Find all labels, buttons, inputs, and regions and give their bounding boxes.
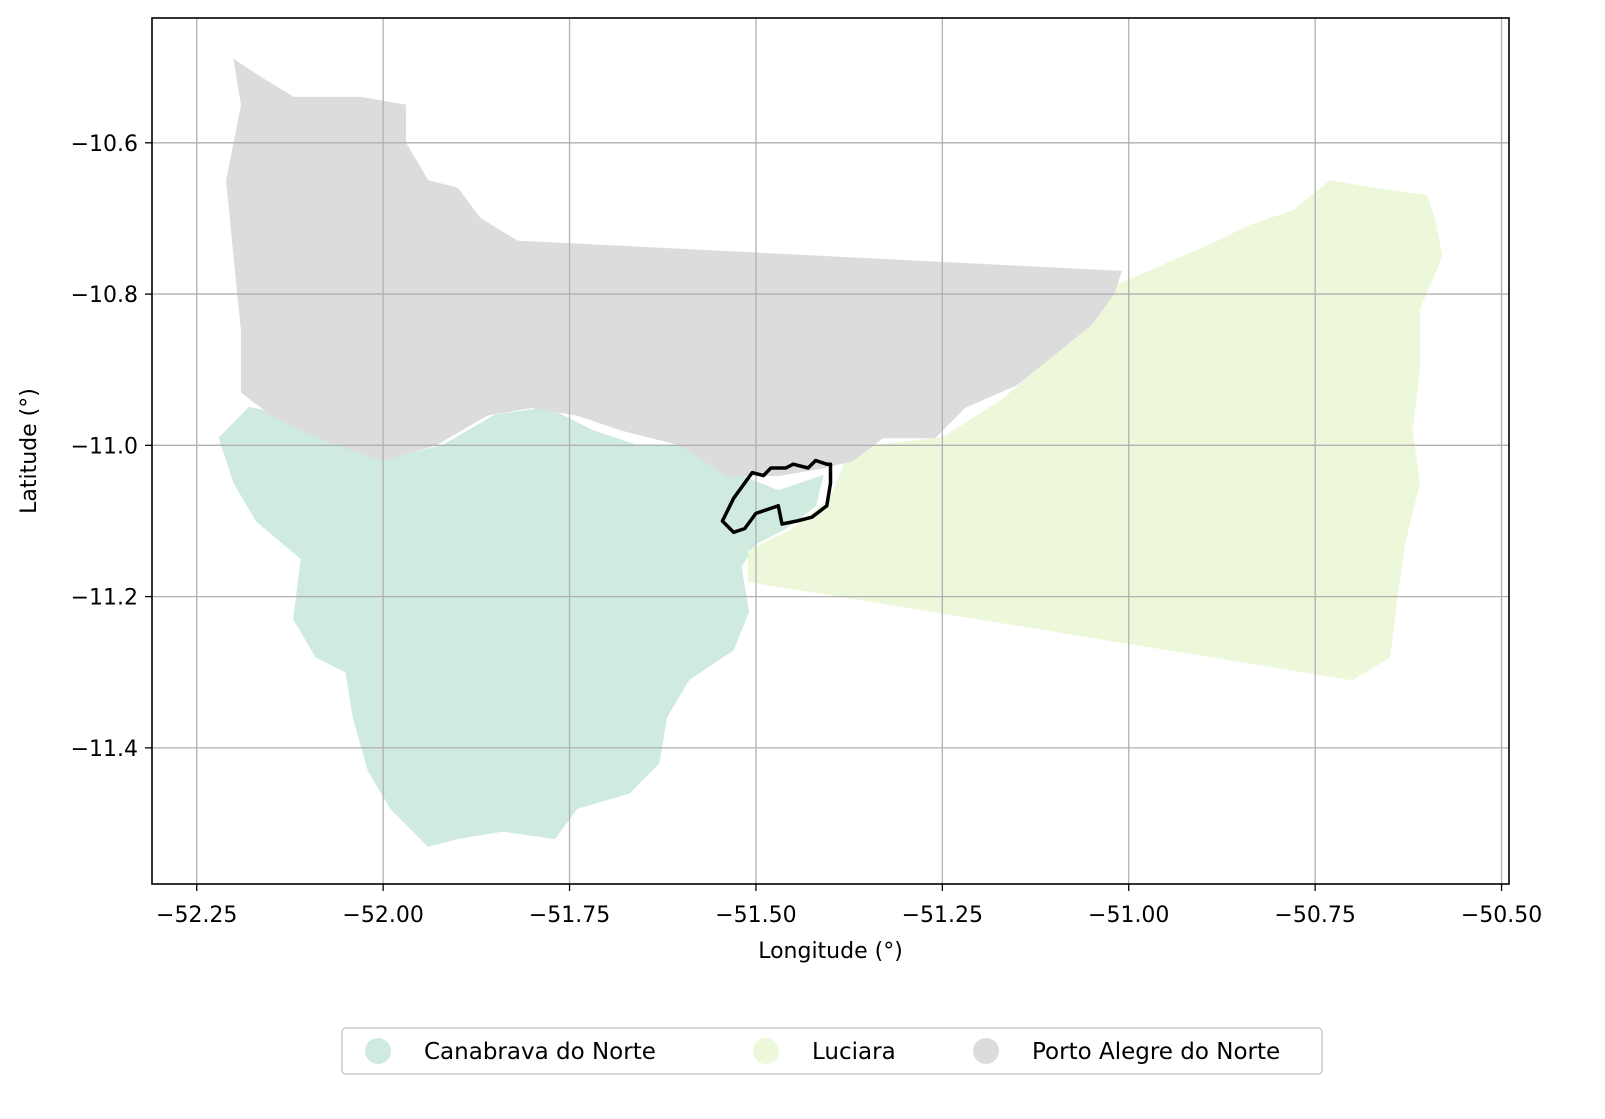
grid-layer — [152, 18, 1509, 884]
x-axis-label: Longitude (°) — [758, 939, 903, 964]
x-tick-label: −51.00 — [1088, 903, 1169, 928]
region-canabrava-do-norte — [218, 406, 824, 847]
y-tick-label: −11.2 — [71, 586, 138, 611]
regions-layer — [218, 58, 1443, 847]
region-porto-alegre-do-norte — [226, 58, 1122, 477]
x-tick-label: −50.50 — [1461, 903, 1542, 928]
legend-items: Canabrava do Norte Luciara Porto Alegre do… — [365, 1038, 1280, 1065]
x-tick-label: −51.50 — [715, 903, 796, 928]
legend-marker — [753, 1038, 779, 1064]
legend-label: Canabrava do Norte — [424, 1039, 656, 1065]
highlight-outline-layer — [720, 458, 833, 535]
legend-label: Porto Alegre do Norte — [1032, 1039, 1280, 1065]
x-tick-label: −52.25 — [156, 903, 237, 928]
y-ticks: −10.6 −10.8 −11.0 −11.2 −11.4 — [71, 132, 152, 762]
x-tick-label: −50.75 — [1274, 903, 1355, 928]
highlight-outline — [720, 458, 833, 535]
x-ticks: −52.25 −52.00 −51.75 −51.50 −51.25 −51.00 −50.… — [156, 884, 1542, 928]
legend-marker — [973, 1038, 999, 1064]
x-tick-label: −51.25 — [902, 903, 983, 928]
x-tick-label: −51.75 — [529, 903, 610, 928]
legend-marker — [365, 1038, 391, 1064]
x-tick-label: −52.00 — [342, 903, 423, 928]
legend-box — [341, 1027, 1323, 1075]
y-axis-label: Latitude (°) — [17, 388, 42, 514]
axes-frame — [151, 17, 1510, 885]
legend: Canabrava do Norte Luciara Porto Alegre do… — [341, 1027, 1323, 1075]
y-tick-label: −10.6 — [71, 132, 138, 157]
y-tick-label: −11.0 — [71, 434, 138, 459]
region-luciara — [748, 180, 1443, 681]
y-tick-label: −11.4 — [71, 737, 138, 762]
y-tick-label: −10.8 — [71, 283, 138, 308]
legend-label: Luciara — [812, 1039, 896, 1065]
